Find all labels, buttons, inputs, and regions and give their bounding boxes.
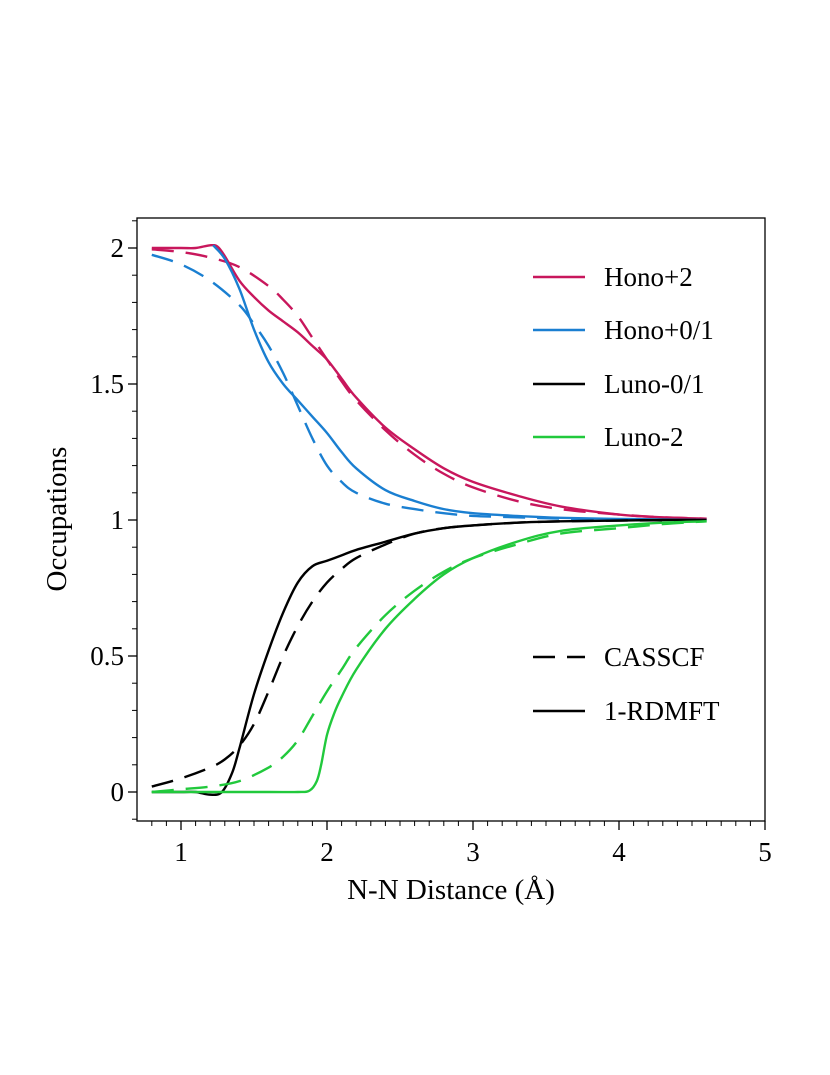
axis-ticks <box>128 220 766 830</box>
data-curves <box>151 243 707 797</box>
series-line-hono-2-casscf <box>151 248 707 520</box>
y-tick-label: 0 <box>111 777 125 807</box>
series-line-hono-0-1-casscf <box>151 253 707 522</box>
series-line-luno-2-1-rdmft <box>151 520 707 794</box>
legend-label: Hono+2 <box>604 262 693 292</box>
legend-label: Luno-2 <box>604 422 683 452</box>
x-tick-label: 1 <box>174 837 188 867</box>
legend-label: CASSCF <box>604 642 705 672</box>
legend-label: Luno-0/1 <box>604 369 705 399</box>
x-tick-label: 4 <box>612 837 626 867</box>
x-tick-label: 3 <box>466 837 480 867</box>
legend-label: 1-RDMFT <box>604 696 720 726</box>
x-tick-label: 2 <box>320 837 334 867</box>
legend-label: Hono+0/1 <box>604 315 714 345</box>
x-axis-label: N-N Distance (Å) <box>347 874 555 906</box>
y-tick-label: 2 <box>111 233 125 263</box>
series-line-luno-0-1-casscf <box>151 518 707 788</box>
axis-tick-labels: 1 2 3 4 5 0 0.5 1 1.5 2 <box>90 233 772 867</box>
x-tick-label: 5 <box>758 837 772 867</box>
y-tick-label: 0.5 <box>90 641 124 671</box>
y-tick-label: 1.5 <box>90 369 124 399</box>
legend: Hono+2 Hono+0/1 Luno-0/1 Luno-2 CASSCF 1-RDMF… <box>533 262 720 726</box>
series-line-hono-2-1-rdmft <box>151 243 707 520</box>
series-line-luno-2-casscf <box>151 520 707 794</box>
y-tick-label: 1 <box>111 505 125 535</box>
y-axis-label: Occupations <box>41 447 73 592</box>
